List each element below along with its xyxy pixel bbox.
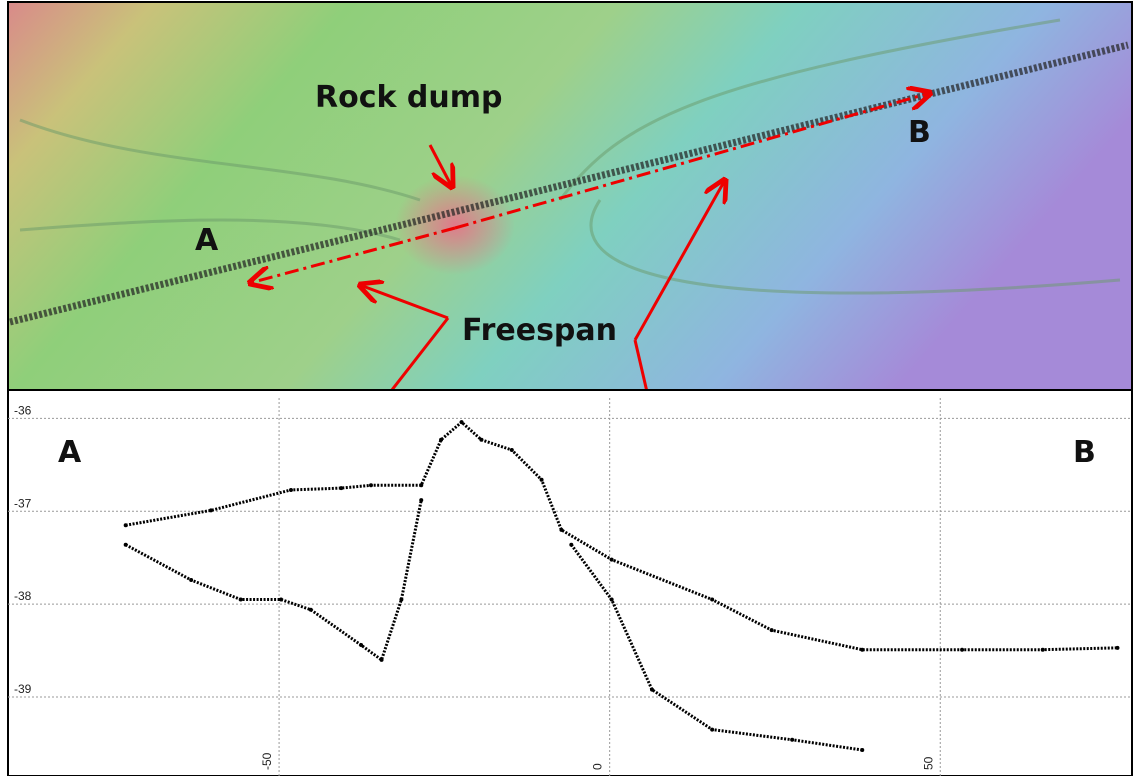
sounding-point	[239, 598, 243, 602]
sounding-point	[710, 598, 714, 602]
sounding-point	[460, 420, 464, 424]
profile-end-label: B	[1073, 435, 1096, 470]
sounding-point	[399, 598, 403, 602]
sounding-point	[1115, 646, 1119, 650]
sounding-point	[1041, 648, 1045, 652]
sounding-point	[124, 523, 128, 527]
sounding-point	[339, 486, 343, 490]
profile-frame	[8, 390, 1132, 776]
sounding-point	[369, 483, 373, 487]
y-tick-label: -39	[14, 682, 32, 696]
sounding-point	[559, 528, 563, 532]
freespan-label: Freespan	[462, 313, 617, 348]
sounding-point	[510, 448, 514, 452]
sounding-point	[209, 508, 213, 512]
y-tick-label: -38	[14, 589, 32, 603]
sounding-point	[960, 648, 964, 652]
y-tick-label: -36	[14, 403, 32, 417]
sounding-point	[610, 598, 614, 602]
sounding-point	[419, 498, 423, 502]
sounding-point	[439, 438, 443, 442]
sounding-point	[124, 543, 128, 547]
sounding-point	[790, 738, 794, 742]
figure: Rock dump A B Freespan -36 -37 -38 -39 -50 0 5…	[0, 0, 1134, 776]
x-tick-label: 50	[921, 756, 935, 770]
point-label: A	[195, 223, 219, 258]
y-tick-label: -37	[14, 496, 32, 510]
rock-dump-label: Rock dump	[315, 80, 502, 115]
sounding-point	[279, 598, 283, 602]
sounding-point	[860, 648, 864, 652]
sounding-point	[189, 578, 193, 582]
x-tick-label: -50	[260, 752, 274, 770]
sounding-point	[540, 478, 544, 482]
sounding-point	[770, 628, 774, 632]
sounding-point	[359, 643, 363, 647]
sounding-point	[650, 688, 654, 692]
sounding-point	[610, 558, 614, 562]
sounding-point	[419, 483, 423, 487]
sounding-point	[569, 543, 573, 547]
sounding-point	[860, 748, 864, 752]
sounding-point	[289, 488, 293, 492]
profile-end-label: A	[58, 435, 82, 470]
x-tick-label: 0	[591, 763, 605, 770]
rock-dump-area	[395, 175, 515, 275]
point-label: B	[908, 115, 931, 150]
sounding-point	[710, 728, 714, 732]
sounding-point	[309, 608, 313, 612]
sounding-point	[380, 658, 384, 662]
sounding-point	[479, 438, 483, 442]
